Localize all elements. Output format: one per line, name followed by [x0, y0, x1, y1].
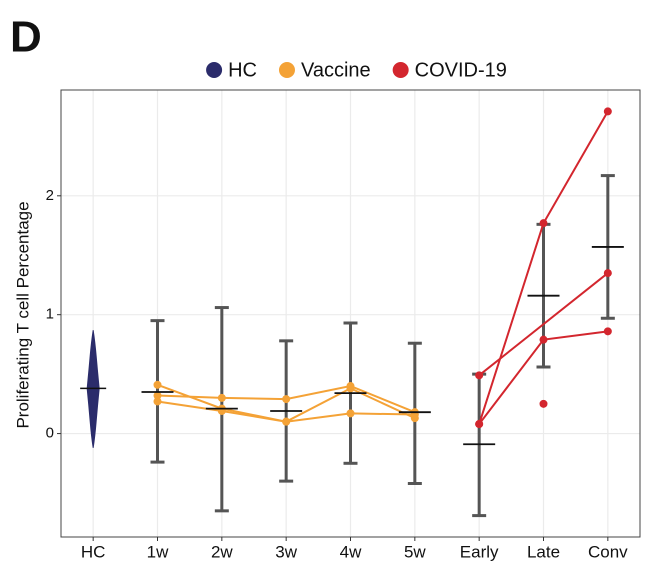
- subject-point: [539, 219, 548, 228]
- x-tick-label: Late: [527, 542, 560, 561]
- subject-point: [346, 384, 355, 393]
- x-tick-label: 5w: [404, 542, 426, 561]
- x-tick-label: 1w: [147, 542, 169, 561]
- legend: HC Vaccine COVID-19: [206, 59, 507, 81]
- x-tick-label: 2w: [211, 542, 233, 561]
- subject-point: [153, 380, 162, 389]
- x-tick-label: Early: [460, 542, 499, 561]
- subject-point: [539, 399, 548, 408]
- subject-point: [346, 409, 355, 418]
- legend-label: HC: [228, 59, 257, 81]
- subject-point: [539, 335, 548, 344]
- subject-point: [282, 395, 291, 404]
- subject-point: [603, 269, 612, 278]
- subject-point: [603, 107, 612, 116]
- subject-point: [282, 417, 291, 426]
- y-tick-label: 2: [46, 187, 54, 204]
- subject-point: [603, 327, 612, 336]
- x-tick-label: HC: [81, 542, 106, 561]
- y-axis-label: Proliferating T cell Percentage: [13, 201, 32, 428]
- legend-label: COVID-19: [415, 59, 507, 81]
- y-tick-label: 0: [46, 425, 54, 442]
- subject-line: [478, 272, 609, 377]
- legend-marker: [392, 62, 409, 78]
- subject-point: [153, 391, 162, 400]
- y-tick-label: 1: [46, 306, 54, 323]
- legend-marker: [278, 62, 295, 78]
- legend-marker: [206, 62, 223, 78]
- x-tick-label: 3w: [275, 542, 297, 561]
- subject-point: [217, 393, 226, 402]
- subject-point: [153, 397, 162, 406]
- legend-label: Vaccine: [301, 59, 371, 81]
- x-tick-label: Conv: [588, 542, 628, 561]
- subject-point: [475, 371, 484, 380]
- subject-point: [475, 420, 484, 429]
- panel-label: D: [10, 13, 42, 62]
- x-tick-label: 4w: [340, 542, 362, 561]
